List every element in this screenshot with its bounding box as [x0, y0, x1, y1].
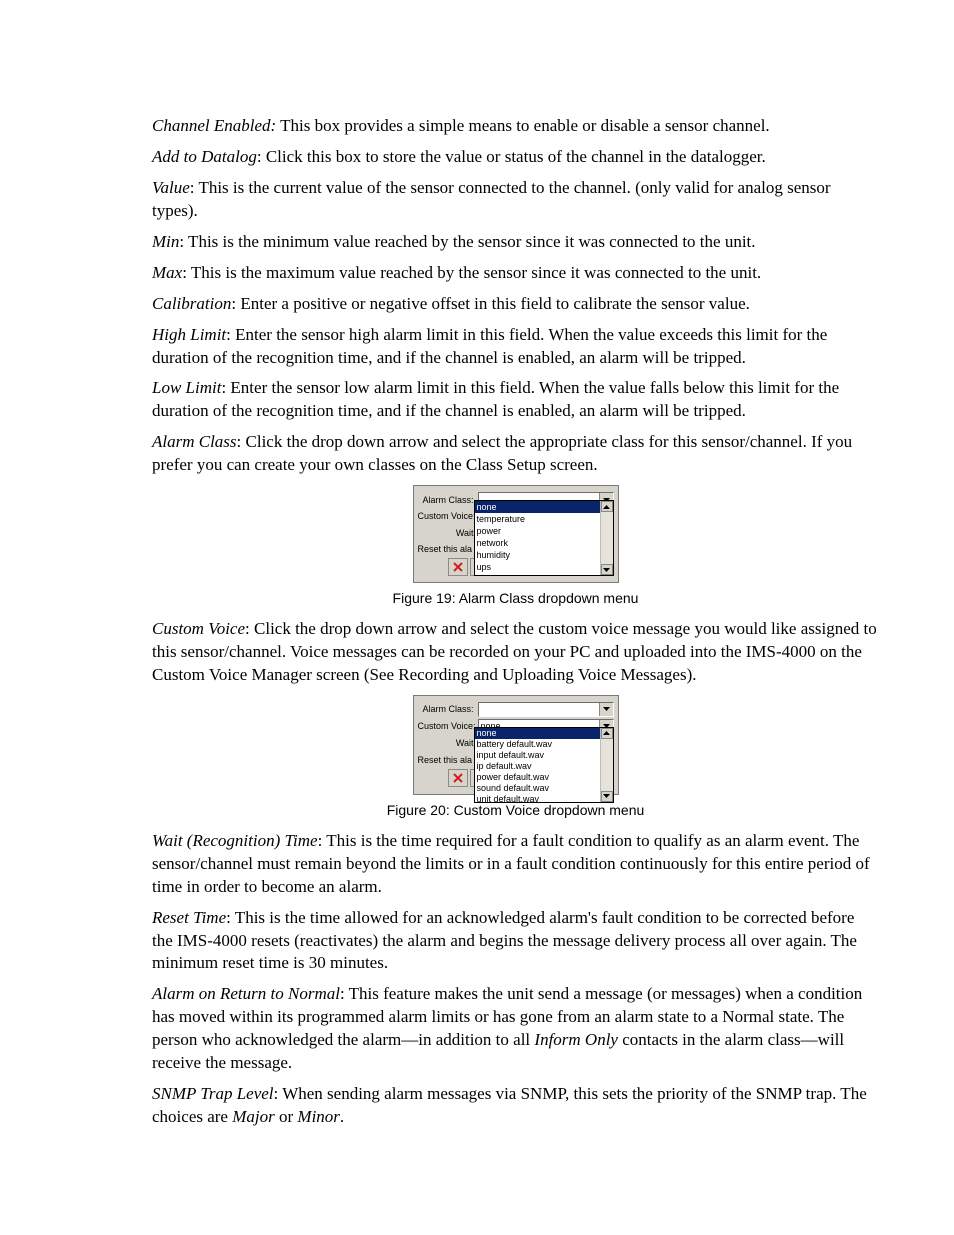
- scroll-track[interactable]: [601, 739, 613, 791]
- scroll-up-icon[interactable]: [601, 728, 613, 739]
- para-min: Min: This is the minimum value reached b…: [152, 231, 879, 254]
- dropdown-item[interactable]: none: [475, 728, 613, 739]
- body-text: : Click the drop down arrow and select t…: [152, 432, 852, 474]
- alarm-class-dropdown-list[interactable]: nonetemperaturepowernetworkhumidityupsse…: [474, 500, 614, 576]
- scroll-down-icon[interactable]: [601, 564, 613, 575]
- label-custom-voice: Custom Voice:: [418, 720, 478, 732]
- label-reset: Reset this ala: [418, 754, 477, 766]
- para-alarm-class: Alarm Class: Click the drop down arrow a…: [152, 431, 879, 477]
- term: Max: [152, 263, 182, 282]
- dropdown-item[interactable]: network: [475, 537, 613, 549]
- scroll-track[interactable]: [601, 512, 613, 564]
- para-channel-enabled: Channel Enabled: This box provides a sim…: [152, 115, 879, 138]
- dropdown-item[interactable]: power: [475, 525, 613, 537]
- body-text: : This is the minimum value reached by t…: [179, 232, 755, 251]
- term: Custom Voice: [152, 619, 245, 638]
- term: Value: [152, 178, 190, 197]
- term: Calibration: [152, 294, 231, 313]
- label-alarm-class: Alarm Class:: [418, 494, 478, 506]
- term: Alarm Class: [152, 432, 237, 451]
- dropdown-item[interactable]: ups: [475, 561, 613, 573]
- dropdown-item[interactable]: temperature: [475, 513, 613, 525]
- label-wait: Wait: [418, 527, 478, 539]
- term: Reset Time: [152, 908, 226, 927]
- scroll-down-icon[interactable]: [601, 791, 613, 802]
- dropdown-item[interactable]: humidity: [475, 549, 613, 561]
- para-calibration: Calibration: Enter a positive or negativ…: [152, 293, 879, 316]
- body-text: : Click the drop down arrow and select t…: [152, 619, 877, 684]
- document-page: Channel Enabled: This box provides a sim…: [0, 0, 954, 1197]
- cancel-button[interactable]: [448, 558, 468, 576]
- minor: Minor: [297, 1107, 340, 1126]
- para-high-limit: High Limit: Enter the sensor high alarm …: [152, 324, 879, 370]
- body-text: This box provides a simple means to enab…: [276, 116, 770, 135]
- alarm-class-panel: Alarm Class: Custom Voice: Wait 20: [413, 485, 619, 583]
- label-alarm-class: Alarm Class:: [418, 703, 478, 715]
- or: or: [275, 1107, 298, 1126]
- inform-only: Inform Only: [534, 1030, 618, 1049]
- chevron-down-icon[interactable]: [599, 703, 613, 716]
- term: Channel Enabled:: [152, 116, 276, 135]
- body-text: : This is the time allowed for an acknow…: [152, 908, 857, 973]
- scrollbar[interactable]: [600, 501, 613, 575]
- body-text: : Enter a positive or negative offset in…: [231, 294, 750, 313]
- body-text: : This is the current value of the senso…: [152, 178, 831, 220]
- body-text: : Click this box to store the value or s…: [257, 147, 766, 166]
- para-wait-recognition: Wait (Recognition) Time: This is the tim…: [152, 830, 879, 899]
- term: High Limit: [152, 325, 226, 344]
- para-snmp-trap: SNMP Trap Level: When sending alarm mess…: [152, 1083, 879, 1129]
- body-text: : This is the maximum value reached by t…: [182, 263, 761, 282]
- combo-value: [479, 703, 599, 716]
- body-text: : Enter the sensor high alarm limit in t…: [152, 325, 827, 367]
- dropdown-item[interactable]: battery default.wav: [475, 739, 613, 750]
- scrollbar[interactable]: [600, 728, 613, 802]
- para-value: Value: This is the current value of the …: [152, 177, 879, 223]
- dropdown-item[interactable]: ip default.wav: [475, 761, 613, 772]
- para-alarm-return-normal: Alarm on Return to Normal: This feature …: [152, 983, 879, 1075]
- para-custom-voice: Custom Voice: Click the drop down arrow …: [152, 618, 879, 687]
- label-custom-voice: Custom Voice:: [418, 510, 478, 522]
- figure-19: Alarm Class: Custom Voice: Wait 20: [152, 485, 879, 608]
- para-low-limit: Low Limit: Enter the sensor low alarm li…: [152, 377, 879, 423]
- row-alarm-class: Alarm Class:: [418, 702, 614, 717]
- dropdown-item[interactable]: security: [475, 573, 613, 575]
- dropdown-item[interactable]: power default.wav: [475, 772, 613, 783]
- custom-voice-panel: Alarm Class: Custom Voice: none: [413, 695, 619, 795]
- dropdown-item[interactable]: sound default.wav: [475, 783, 613, 794]
- term: Wait (Recognition) Time: [152, 831, 318, 850]
- dropdown-item[interactable]: unit default.wav: [475, 794, 613, 802]
- alarm-class-combo[interactable]: [478, 702, 614, 717]
- major: Major: [232, 1107, 275, 1126]
- term: Add to Datalog: [152, 147, 257, 166]
- term: Low Limit: [152, 378, 221, 397]
- period: .: [340, 1107, 344, 1126]
- custom-voice-dropdown-list[interactable]: nonebattery default.wavinput default.wav…: [474, 727, 614, 803]
- dropdown-item[interactable]: none: [475, 501, 613, 513]
- cancel-button[interactable]: [448, 769, 468, 787]
- para-add-to-datalog: Add to Datalog: Click this box to store …: [152, 146, 879, 169]
- label-wait: Wait: [418, 737, 478, 749]
- term: Alarm on Return to Normal: [152, 984, 340, 1003]
- figure-20: Alarm Class: Custom Voice: none: [152, 695, 879, 820]
- figure-19-caption: Figure 19: Alarm Class dropdown menu: [152, 589, 879, 608]
- figure-20-caption: Figure 20: Custom Voice dropdown menu: [152, 801, 879, 820]
- scroll-up-icon[interactable]: [601, 501, 613, 512]
- term: SNMP Trap Level: [152, 1084, 274, 1103]
- para-max: Max: This is the maximum value reached b…: [152, 262, 879, 285]
- body-text: : Enter the sensor low alarm limit in th…: [152, 378, 839, 420]
- term: Min: [152, 232, 179, 251]
- dropdown-item[interactable]: input default.wav: [475, 750, 613, 761]
- label-reset: Reset this ala: [418, 543, 477, 555]
- para-reset-time: Reset Time: This is the time allowed for…: [152, 907, 879, 976]
